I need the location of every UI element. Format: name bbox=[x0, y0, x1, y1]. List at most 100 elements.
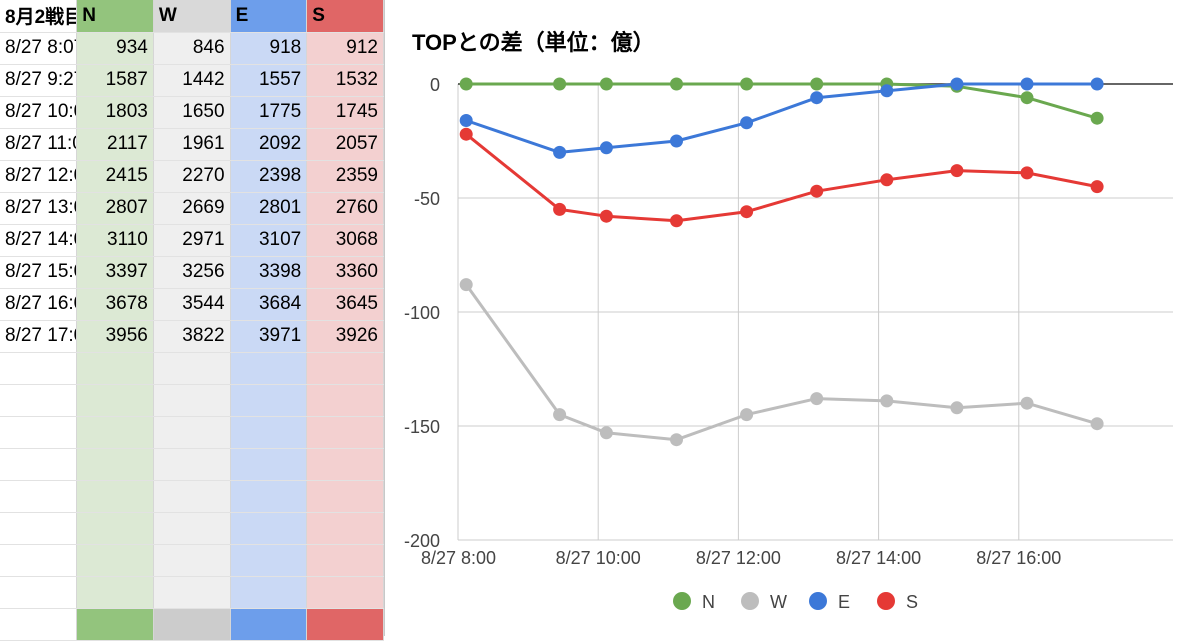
empty-cell[interactable] bbox=[76, 480, 154, 513]
empty-cell[interactable] bbox=[306, 416, 384, 449]
empty-cell[interactable] bbox=[153, 416, 231, 449]
empty-cell[interactable] bbox=[230, 352, 308, 385]
footer-cell[interactable] bbox=[76, 608, 154, 641]
empty-cell[interactable] bbox=[0, 448, 78, 481]
empty-cell[interactable] bbox=[153, 352, 231, 385]
value-cell-s[interactable]: 2359 bbox=[306, 160, 384, 193]
empty-cell[interactable] bbox=[76, 512, 154, 545]
time-cell[interactable]: 8/27 13:07 bbox=[0, 192, 78, 225]
value-cell-w[interactable]: 3822 bbox=[153, 320, 231, 353]
value-cell-n[interactable]: 934 bbox=[76, 32, 154, 65]
empty-cell[interactable] bbox=[230, 448, 308, 481]
empty-cell[interactable] bbox=[76, 448, 154, 481]
value-cell-n[interactable]: 3956 bbox=[76, 320, 154, 353]
empty-cell[interactable] bbox=[0, 544, 78, 577]
value-cell-s[interactable]: 912 bbox=[306, 32, 384, 65]
value-cell-s[interactable]: 3360 bbox=[306, 256, 384, 289]
value-cell-s[interactable]: 2760 bbox=[306, 192, 384, 225]
value-cell-s[interactable]: 3068 bbox=[306, 224, 384, 257]
empty-cell[interactable] bbox=[230, 416, 308, 449]
value-cell-s[interactable]: 2057 bbox=[306, 128, 384, 161]
value-cell-w[interactable]: 3544 bbox=[153, 288, 231, 321]
value-cell-e[interactable]: 2092 bbox=[230, 128, 308, 161]
header-cell-label[interactable]: 8月2戦目 bbox=[0, 0, 78, 33]
empty-cell[interactable] bbox=[153, 448, 231, 481]
empty-cell[interactable] bbox=[153, 384, 231, 417]
value-cell-s[interactable]: 1532 bbox=[306, 64, 384, 97]
value-cell-w[interactable]: 2971 bbox=[153, 224, 231, 257]
footer-cell[interactable] bbox=[230, 608, 308, 641]
value-cell-w[interactable]: 1442 bbox=[153, 64, 231, 97]
header-cell-n[interactable]: N bbox=[76, 0, 154, 33]
empty-cell[interactable] bbox=[76, 544, 154, 577]
empty-cell[interactable] bbox=[153, 544, 231, 577]
empty-cell[interactable] bbox=[153, 512, 231, 545]
empty-cell[interactable] bbox=[230, 576, 308, 609]
value-cell-e[interactable]: 2398 bbox=[230, 160, 308, 193]
empty-cell[interactable] bbox=[230, 480, 308, 513]
value-cell-w[interactable]: 2270 bbox=[153, 160, 231, 193]
value-cell-e[interactable]: 918 bbox=[230, 32, 308, 65]
empty-cell[interactable] bbox=[230, 512, 308, 545]
time-cell[interactable]: 8/27 11:07 bbox=[0, 128, 78, 161]
empty-cell[interactable] bbox=[0, 512, 78, 545]
value-cell-w[interactable]: 2669 bbox=[153, 192, 231, 225]
value-cell-e[interactable]: 3398 bbox=[230, 256, 308, 289]
value-cell-n[interactable]: 2117 bbox=[76, 128, 154, 161]
time-cell[interactable]: 8/27 14:07 bbox=[0, 224, 78, 257]
value-cell-e[interactable]: 2801 bbox=[230, 192, 308, 225]
header-cell-s[interactable]: S bbox=[306, 0, 384, 33]
footer-cell[interactable] bbox=[0, 608, 78, 641]
value-cell-e[interactable]: 3684 bbox=[230, 288, 308, 321]
value-cell-n[interactable]: 1803 bbox=[76, 96, 154, 129]
value-cell-w[interactable]: 846 bbox=[153, 32, 231, 65]
footer-cell[interactable] bbox=[306, 608, 384, 641]
empty-cell[interactable] bbox=[76, 352, 154, 385]
time-cell[interactable]: 8/27 8:07 bbox=[0, 32, 78, 65]
empty-cell[interactable] bbox=[76, 576, 154, 609]
value-cell-n[interactable]: 2807 bbox=[76, 192, 154, 225]
value-cell-s[interactable]: 3926 bbox=[306, 320, 384, 353]
value-cell-e[interactable]: 3107 bbox=[230, 224, 308, 257]
time-cell[interactable]: 8/27 15:07 bbox=[0, 256, 78, 289]
footer-cell[interactable] bbox=[153, 608, 231, 641]
empty-cell[interactable] bbox=[0, 384, 78, 417]
empty-cell[interactable] bbox=[0, 352, 78, 385]
empty-cell[interactable] bbox=[306, 512, 384, 545]
time-cell[interactable]: 8/27 9:27 bbox=[0, 64, 78, 97]
value-cell-e[interactable]: 1557 bbox=[230, 64, 308, 97]
value-cell-n[interactable]: 2415 bbox=[76, 160, 154, 193]
empty-cell[interactable] bbox=[153, 480, 231, 513]
value-cell-s[interactable]: 3645 bbox=[306, 288, 384, 321]
empty-cell[interactable] bbox=[306, 576, 384, 609]
value-cell-e[interactable]: 3971 bbox=[230, 320, 308, 353]
empty-cell[interactable] bbox=[153, 576, 231, 609]
value-cell-w[interactable]: 1961 bbox=[153, 128, 231, 161]
empty-cell[interactable] bbox=[0, 576, 78, 609]
value-cell-w[interactable]: 3256 bbox=[153, 256, 231, 289]
empty-cell[interactable] bbox=[76, 384, 154, 417]
value-cell-e[interactable]: 1775 bbox=[230, 96, 308, 129]
empty-cell[interactable] bbox=[306, 544, 384, 577]
empty-cell[interactable] bbox=[230, 544, 308, 577]
time-cell[interactable]: 8/27 10:07 bbox=[0, 96, 78, 129]
empty-cell[interactable] bbox=[0, 416, 78, 449]
value-cell-w[interactable]: 1650 bbox=[153, 96, 231, 129]
empty-cell[interactable] bbox=[230, 384, 308, 417]
value-cell-n[interactable]: 1587 bbox=[76, 64, 154, 97]
empty-cell[interactable] bbox=[0, 480, 78, 513]
empty-cell[interactable] bbox=[76, 416, 154, 449]
header-cell-e[interactable]: E bbox=[230, 0, 308, 33]
time-cell[interactable]: 8/27 17:07 bbox=[0, 320, 78, 353]
value-cell-n[interactable]: 3110 bbox=[76, 224, 154, 257]
empty-cell[interactable] bbox=[306, 480, 384, 513]
empty-cell[interactable] bbox=[306, 384, 384, 417]
empty-cell[interactable] bbox=[306, 352, 384, 385]
time-cell[interactable]: 8/27 12:07 bbox=[0, 160, 78, 193]
header-cell-w[interactable]: W bbox=[153, 0, 231, 33]
value-cell-n[interactable]: 3397 bbox=[76, 256, 154, 289]
value-cell-s[interactable]: 1745 bbox=[306, 96, 384, 129]
empty-cell[interactable] bbox=[306, 448, 384, 481]
time-cell[interactable]: 8/27 16:07 bbox=[0, 288, 78, 321]
value-cell-n[interactable]: 3678 bbox=[76, 288, 154, 321]
